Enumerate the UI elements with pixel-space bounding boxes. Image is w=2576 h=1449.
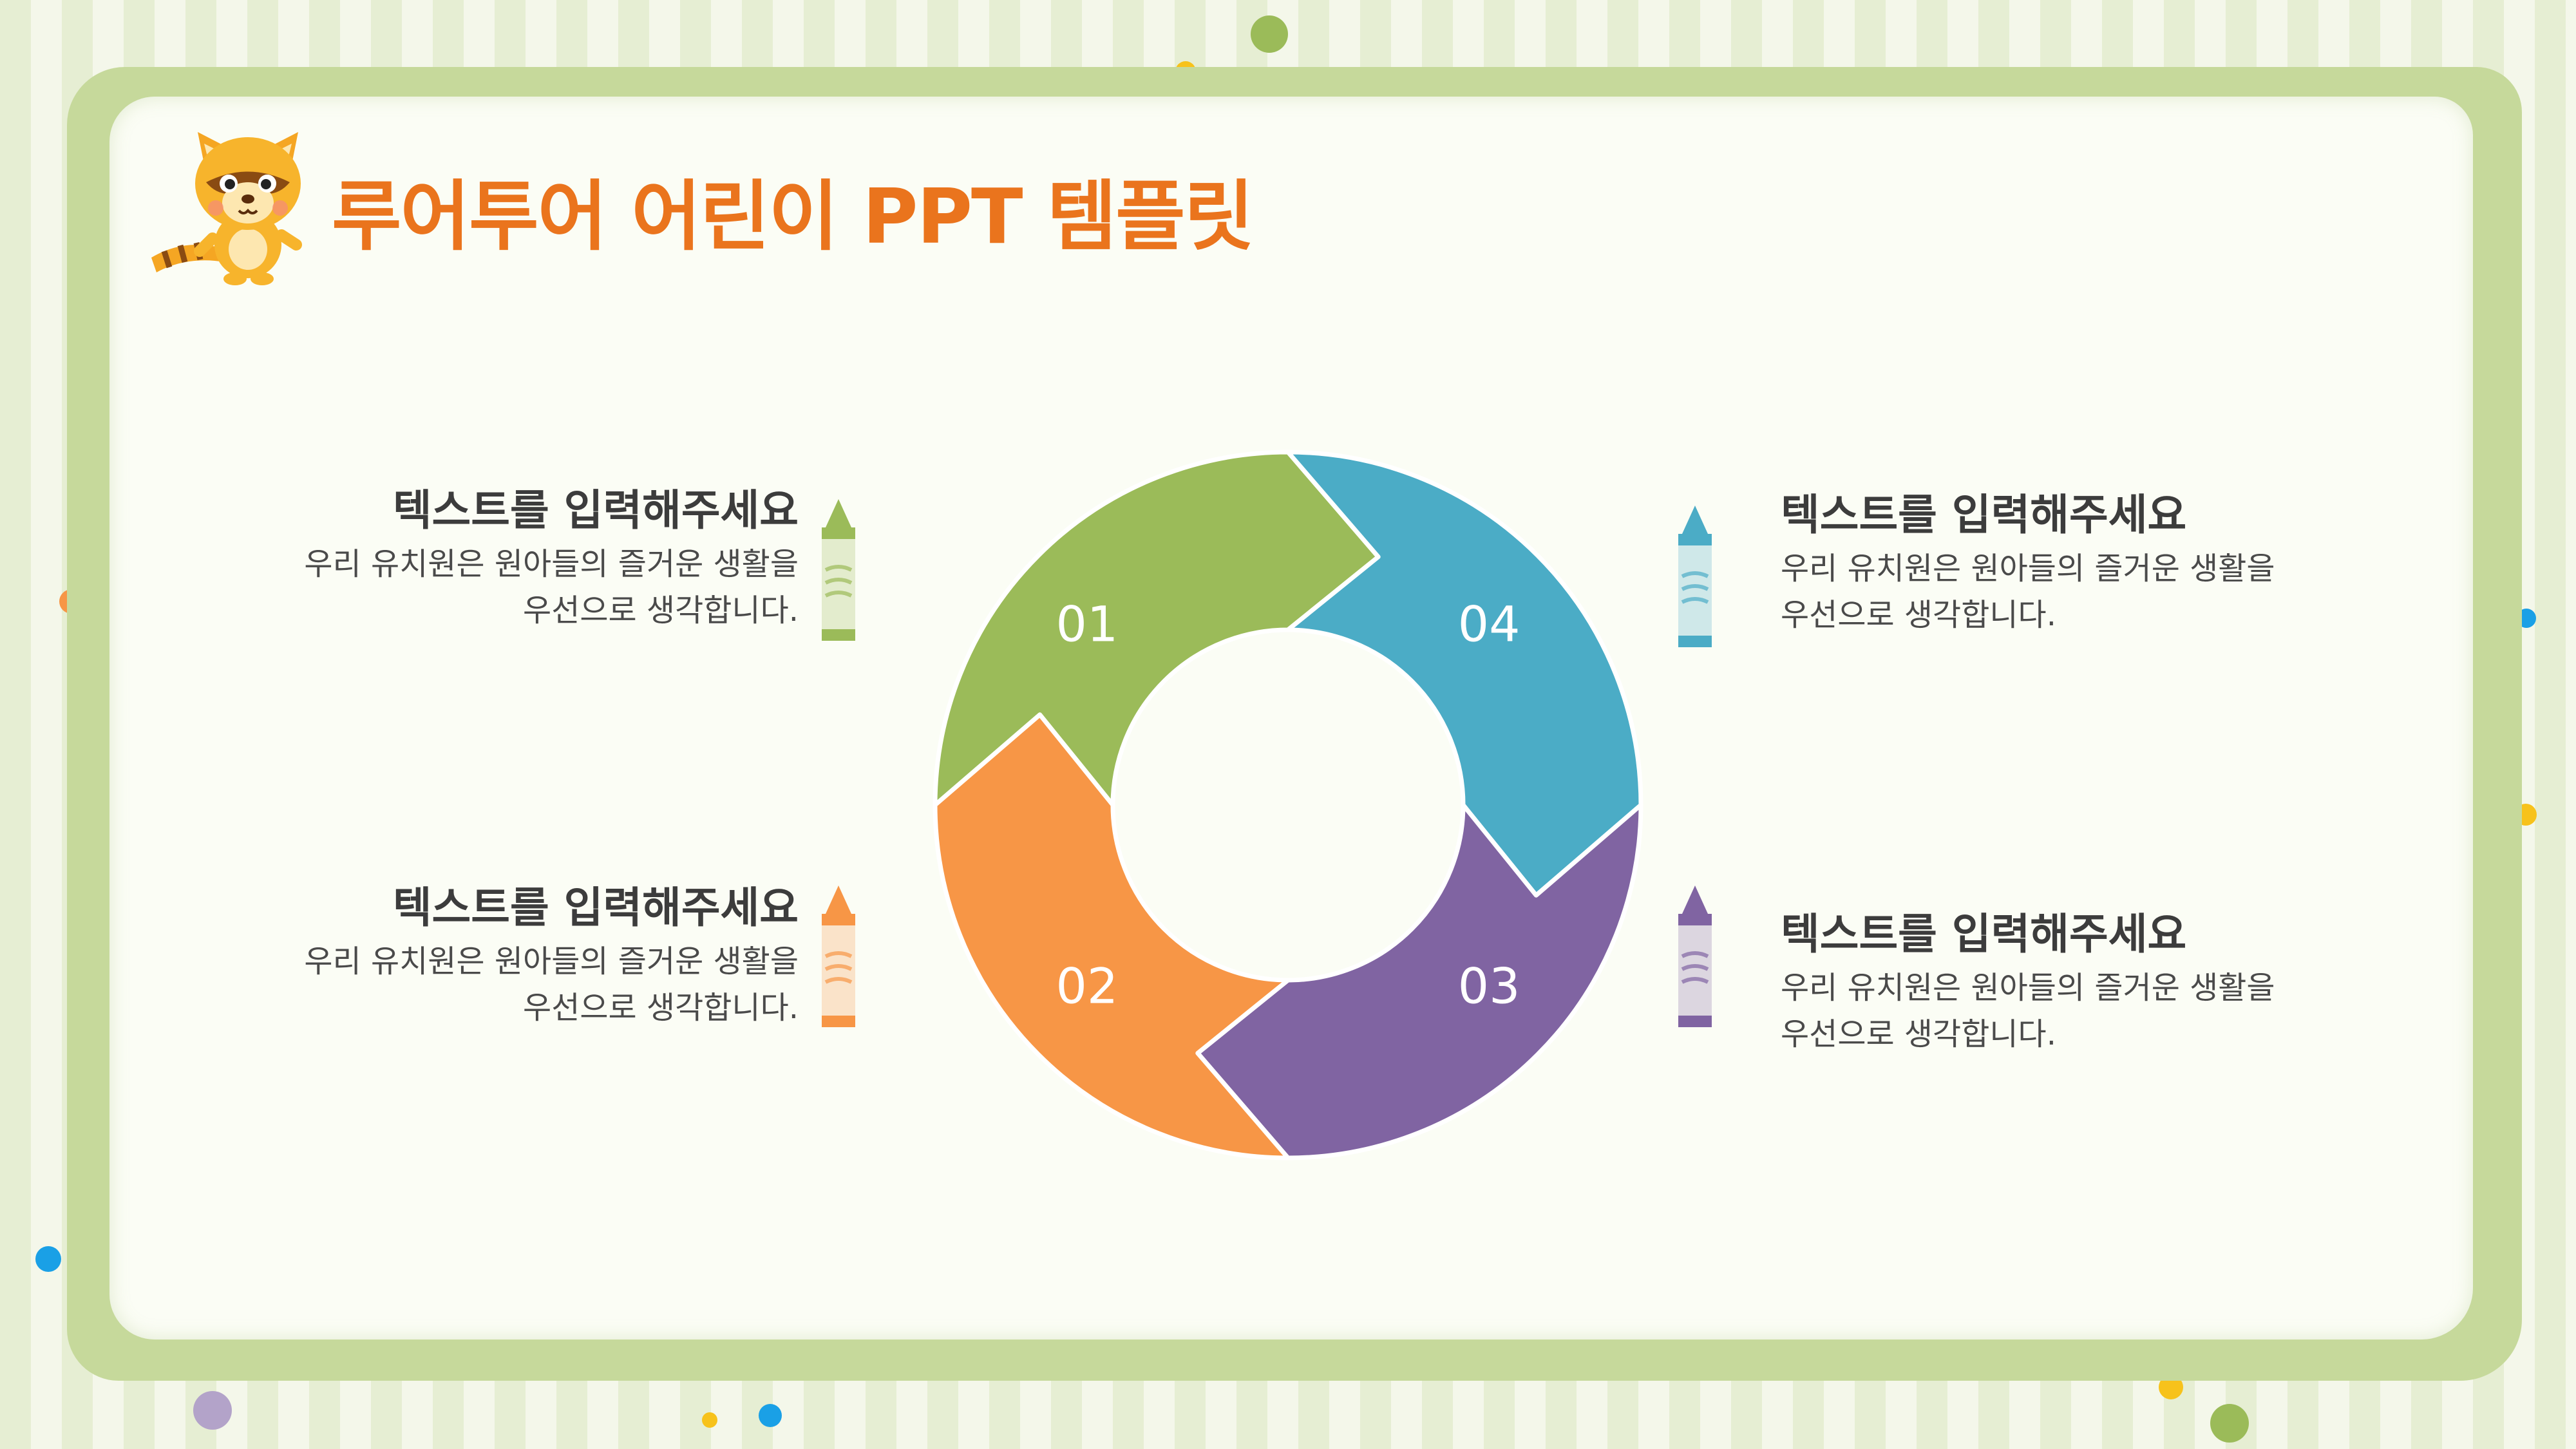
text-block-line: 우선으로 생각합니다. bbox=[523, 592, 799, 629]
text-block-top-right: 텍스트를 입력해주세요 우리 유치원은 원아들의 즐거운 생활을 우선으로 생각… bbox=[1781, 488, 2347, 638]
text-block-line: 우선으로 생각합니다. bbox=[1781, 597, 2056, 633]
confetti-dot bbox=[759, 1404, 782, 1427]
text-block-heading: 텍스트를 입력해주세요 bbox=[1781, 909, 2187, 959]
slide-title: 루어투어 어린이 PPT 템플릿 bbox=[332, 172, 1254, 261]
crayon-icon bbox=[1678, 886, 1712, 1027]
text-block-heading: 텍스트를 입력해주세요 bbox=[392, 486, 799, 535]
text-block-body: 우리 유치원은 원아들의 즐거운 생활을 우선으로 생각합니다. bbox=[232, 938, 799, 1031]
cycle-segment-label: 02 bbox=[1056, 958, 1119, 1015]
text-block-line: 우리 유치원은 원아들의 즐거운 생활을 bbox=[304, 943, 799, 980]
text-block-body: 우리 유치원은 원아들의 즐거운 생활을 우선으로 생각합니다. bbox=[232, 541, 799, 634]
text-block-line: 우선으로 생각합니다. bbox=[523, 990, 799, 1026]
cycle-segment-01 bbox=[933, 450, 1381, 808]
confetti-dot bbox=[2210, 1404, 2249, 1443]
confetti-dot bbox=[702, 1412, 717, 1428]
text-block-top-left: 텍스트를 입력해주세요 우리 유치원은 원아들의 즐거운 생활을 우선으로 생각… bbox=[232, 483, 799, 634]
text-block-bottom-right: 텍스트를 입력해주세요 우리 유치원은 원아들의 즐거운 생활을 우선으로 생각… bbox=[1781, 907, 2347, 1057]
confetti-dot bbox=[35, 1246, 61, 1272]
text-block-line: 우리 유치원은 원아들의 즐거운 생활을 bbox=[304, 546, 799, 582]
cycle-diagram: 01 04 03 02 bbox=[933, 450, 1643, 1160]
text-block-body: 우리 유치원은 원아들의 즐거운 생활을 우선으로 생각합니다. bbox=[1781, 545, 2347, 638]
crayon-icon bbox=[822, 499, 855, 641]
text-block-body: 우리 유치원은 원아들의 즐거운 생활을 우선으로 생각합니다. bbox=[1781, 965, 2347, 1057]
confetti-dot bbox=[193, 1391, 232, 1430]
text-block-line: 우리 유치원은 원아들의 즐거운 생활을 bbox=[1781, 551, 2275, 587]
cycle-segment-02 bbox=[933, 712, 1291, 1160]
text-block-heading: 텍스트를 입력해주세요 bbox=[392, 883, 799, 933]
text-block-bottom-left: 텍스트를 입력해주세요 우리 유치원은 원아들의 즐거운 생활을 우선으로 생각… bbox=[232, 880, 799, 1031]
cycle-segment-label: 04 bbox=[1458, 596, 1520, 653]
cycle-segment-label: 03 bbox=[1458, 958, 1520, 1015]
crayon-icon bbox=[822, 886, 855, 1027]
cycle-segment-04 bbox=[1285, 450, 1643, 898]
cycle-segment-label: 01 bbox=[1056, 596, 1119, 653]
text-block-heading: 텍스트를 입력해주세요 bbox=[1781, 490, 2187, 540]
text-block-line: 우리 유치원은 원아들의 즐거운 생활을 bbox=[1781, 970, 2275, 1006]
crayon-icon bbox=[1678, 506, 1712, 647]
cycle-segment-03 bbox=[1195, 802, 1643, 1160]
raccoon-mascot-icon bbox=[151, 132, 302, 285]
confetti-dot bbox=[1251, 15, 1288, 53]
text-block-line: 우선으로 생각합니다. bbox=[1781, 1016, 2056, 1052]
